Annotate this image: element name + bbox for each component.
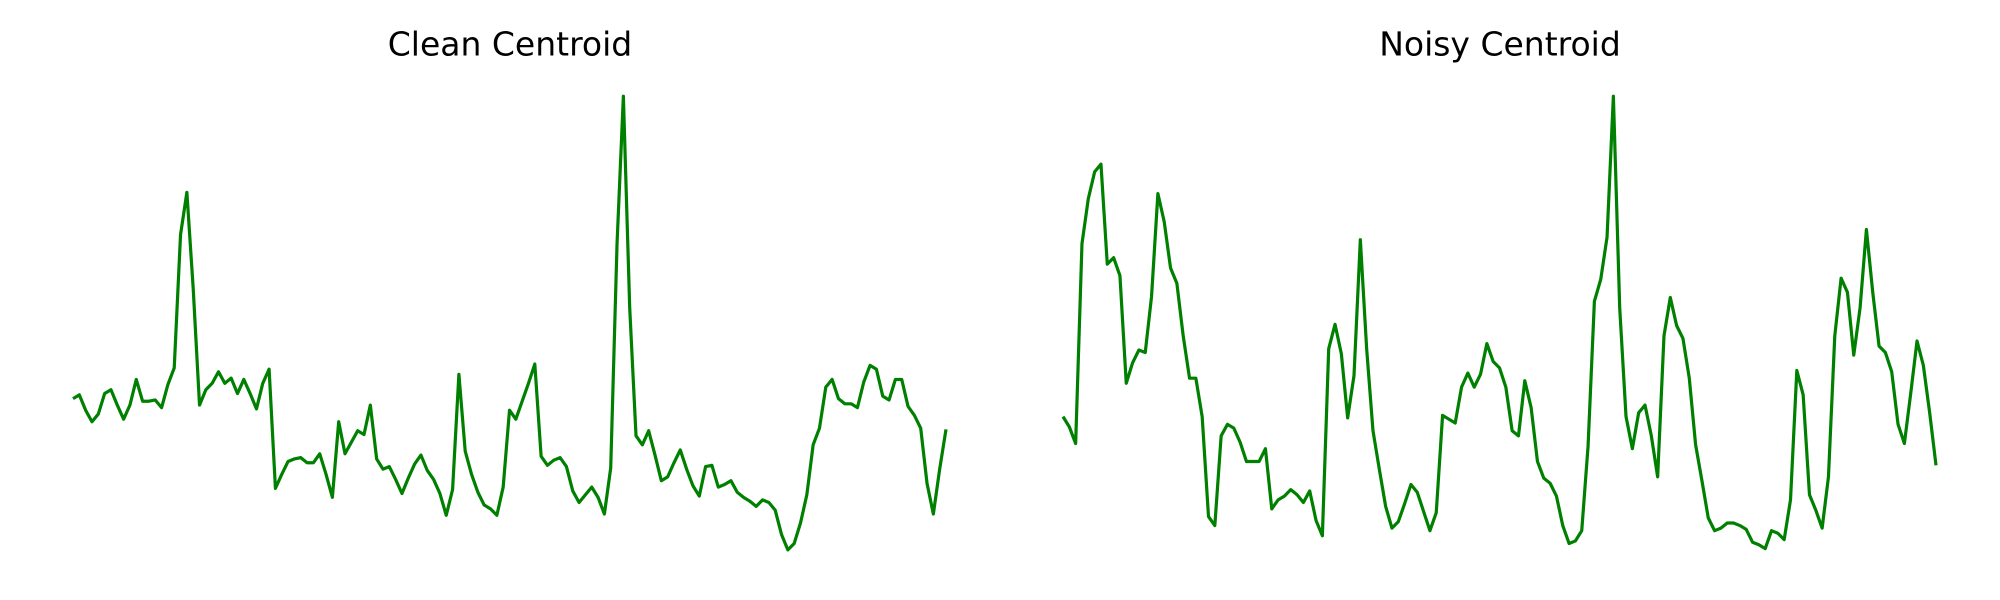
data-line — [1061, 94, 1938, 551]
data-line — [72, 94, 948, 552]
panel: Clean Centroid — [72, 25, 948, 552]
chart-title: Clean Centroid — [388, 25, 633, 64]
chart-title: Noisy Centroid — [1379, 25, 1621, 64]
panel: Noisy Centroid — [1061, 25, 1938, 551]
